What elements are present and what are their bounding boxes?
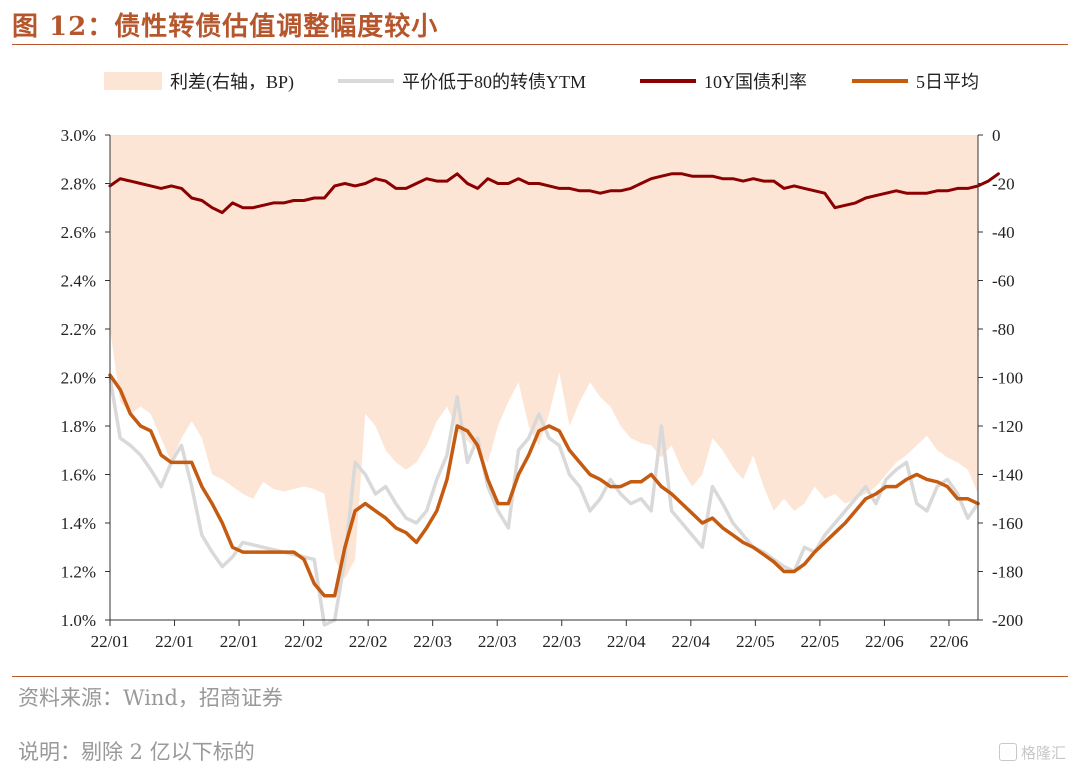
source-note: 资料来源：Wind，招商证券 bbox=[18, 686, 283, 710]
y-left-tick-label: 1.8% bbox=[61, 417, 96, 436]
y-right-tick-label: -200 bbox=[992, 611, 1023, 630]
y-right-tick-label: -120 bbox=[992, 417, 1023, 436]
y-left-tick-label: 2.0% bbox=[61, 369, 96, 388]
x-tick-label: 22/06 bbox=[930, 632, 969, 651]
y-left-tick-label: 2.8% bbox=[61, 175, 96, 194]
y-left-tick-label: 1.4% bbox=[61, 514, 96, 533]
x-tick-label: 22/01 bbox=[91, 632, 130, 651]
legend-label-spread: 利差(右轴，BP) bbox=[170, 72, 294, 93]
x-tick-label: 22/05 bbox=[736, 632, 775, 651]
y-left-tick-label: 1.0% bbox=[61, 611, 96, 630]
y-right-tick-label: 0 bbox=[992, 126, 1001, 145]
figure-title: 图 12：债性转债估值调整幅度较小 bbox=[12, 12, 439, 42]
x-tick-label: 22/03 bbox=[478, 632, 517, 651]
x-tick-label: 22/01 bbox=[155, 632, 194, 651]
x-tick-label: 22/04 bbox=[607, 632, 646, 651]
legend-label-10y: 10Y国债利率 bbox=[704, 72, 807, 92]
x-tick-label: 22/06 bbox=[865, 632, 904, 651]
y-left-tick-label: 3.0% bbox=[61, 126, 96, 145]
y-right-tick-label: -100 bbox=[992, 369, 1023, 388]
watermark-text: 格隆汇 bbox=[1020, 744, 1066, 762]
series-5d-avg-line bbox=[108, 373, 980, 598]
y-left-tick-label: 1.2% bbox=[61, 563, 96, 582]
watermark-icon bbox=[998, 743, 1017, 761]
series-ytm-line bbox=[108, 375, 980, 627]
series-10y-line bbox=[108, 172, 1000, 215]
footer-rule bbox=[12, 676, 1068, 677]
legend-label-ytm: 平价低于80的转债YTM bbox=[402, 72, 586, 92]
watermark: 格隆汇 bbox=[998, 742, 1066, 763]
x-tick-label: 22/05 bbox=[801, 632, 840, 651]
remark-note: 说明：剔除 2 亿以下标的 bbox=[18, 740, 255, 764]
x-tick-label: 22/04 bbox=[671, 632, 710, 651]
x-tick-label: 22/03 bbox=[413, 632, 452, 651]
y-left-tick-label: 2.2% bbox=[61, 320, 96, 339]
x-tick-label: 22/02 bbox=[284, 632, 323, 651]
y-left-tick-label: 2.6% bbox=[61, 223, 96, 242]
title-rule bbox=[12, 44, 1068, 45]
series-spread-area bbox=[110, 135, 978, 579]
x-tick-label: 22/02 bbox=[349, 632, 388, 651]
y-right-tick-label: -140 bbox=[992, 466, 1023, 485]
legend-swatch-spread bbox=[104, 72, 162, 90]
y-right-tick-label: -60 bbox=[992, 272, 1015, 291]
y-right-tick-label: -40 bbox=[992, 223, 1015, 242]
y-left-tick-label: 1.6% bbox=[61, 466, 96, 485]
x-tick-label: 22/03 bbox=[542, 632, 581, 651]
y-right-tick-label: -20 bbox=[992, 175, 1015, 194]
x-tick-label: 22/01 bbox=[220, 632, 259, 651]
y-right-tick-label: -80 bbox=[992, 320, 1015, 339]
y-right-tick-label: -180 bbox=[992, 563, 1023, 582]
legend-label-5d-avg: 5日平均 bbox=[916, 72, 979, 92]
y-left-tick-label: 2.4% bbox=[61, 272, 96, 291]
y-right-tick-label: -160 bbox=[992, 514, 1023, 533]
